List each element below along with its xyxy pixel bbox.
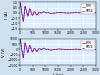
FEM (38, 12, 39, 13)
Y-axis label: I (A): I (A) (5, 11, 9, 20)
SPICE (48, 49, 49, 50)
SPICE (37, 14, 38, 15)
SPICE (23, 20, 24, 21)
FEM (95, 49, 96, 50)
SPICE (20, 39, 21, 40)
SPICE (48, 12, 49, 13)
SPICE (20, 3, 21, 4)
FEM (37, 50, 38, 51)
FEM (38, 49, 39, 50)
FEM (48, 12, 49, 13)
SPICE (19, 6, 21, 7)
FEM (38, 48, 39, 49)
SPICE (95, 49, 97, 50)
SPICE (95, 12, 96, 13)
FEM (23, 21, 24, 22)
SPICE (38, 13, 39, 14)
FEM (19, 5, 21, 6)
X-axis label: t (ps): t (ps) (53, 73, 63, 75)
SPICE (95, 49, 96, 50)
FEM (38, 12, 39, 13)
Y-axis label: V (V): V (V) (2, 47, 6, 57)
FEM (20, 2, 21, 3)
FEM (20, 39, 21, 40)
FEM (95, 12, 96, 13)
SPICE (95, 12, 97, 13)
FEM (95, 12, 97, 13)
SPICE (37, 50, 38, 51)
Line: FEM: FEM (20, 3, 96, 22)
SPICE (38, 49, 39, 50)
FEM (37, 13, 38, 14)
SPICE (54, 49, 55, 50)
Legend: FEM, SPICE: FEM, SPICE (81, 4, 95, 14)
SPICE (38, 13, 39, 14)
Line: SPICE: SPICE (20, 40, 96, 57)
FEM (95, 49, 97, 50)
Legend: FEM, SPICE: FEM, SPICE (81, 40, 95, 50)
FEM (54, 13, 55, 14)
Line: FEM: FEM (20, 39, 96, 58)
SPICE (38, 50, 39, 51)
SPICE (23, 57, 24, 58)
SPICE (19, 42, 21, 43)
FEM (48, 49, 49, 50)
FEM (19, 41, 21, 42)
Line: SPICE: SPICE (20, 3, 96, 21)
FEM (54, 49, 55, 50)
